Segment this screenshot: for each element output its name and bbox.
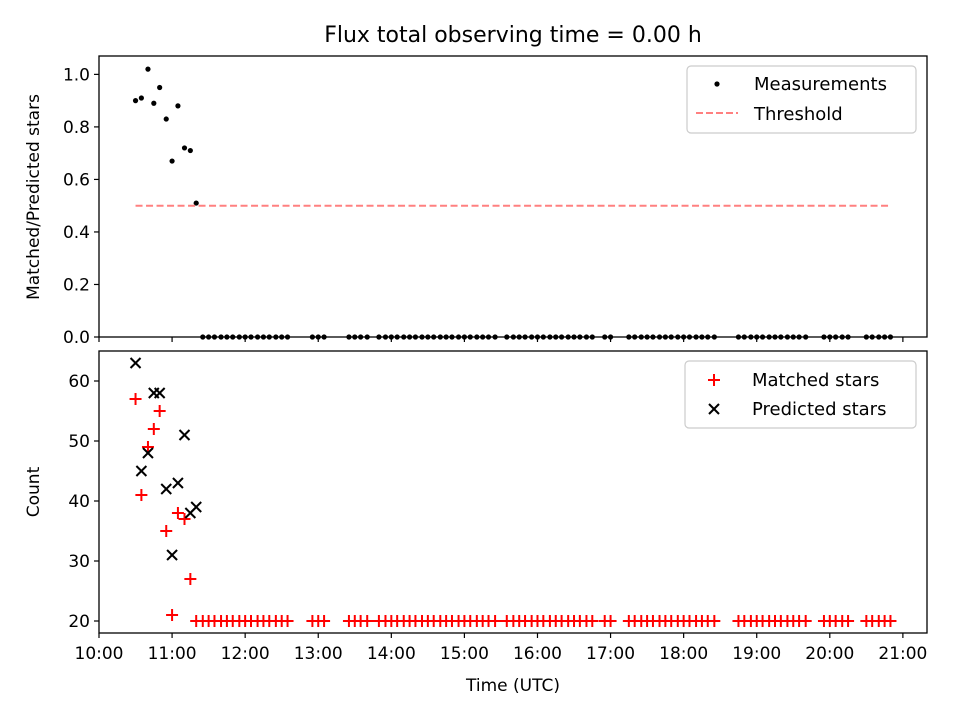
x-tick-label: 16:00 bbox=[513, 644, 562, 664]
legend-threshold-label: Threshold bbox=[753, 104, 843, 125]
predicted-stars-point-8 bbox=[178, 429, 191, 441]
bottom-legend-box bbox=[684, 360, 917, 429]
y-tick-label: 1.0 bbox=[63, 65, 90, 85]
top-legend-box bbox=[686, 65, 917, 134]
predicted-stars-point-2 bbox=[142, 447, 154, 459]
measurements-point-2 bbox=[145, 66, 151, 72]
top-y-axis-label: Matched/Predicted stars bbox=[24, 94, 44, 300]
measurements-point-3 bbox=[151, 100, 157, 106]
y-tick-label: 0.6 bbox=[63, 170, 90, 190]
x-tick-label: 19:00 bbox=[732, 644, 781, 664]
measurements-point-0 bbox=[132, 98, 139, 104]
y-tick-label: 60 bbox=[68, 372, 90, 392]
matched-stars-floor-point-22 bbox=[361, 615, 374, 627]
measurements-point-6 bbox=[169, 158, 175, 164]
measurements-point-4 bbox=[157, 84, 163, 91]
matched-stars-floor-point-59 bbox=[604, 615, 617, 627]
y-tick-label: 30 bbox=[68, 552, 90, 572]
matched-stars-point-3 bbox=[147, 423, 160, 435]
bottom-axes-frame bbox=[98, 350, 928, 634]
x-axis-label: Time (UTC) bbox=[465, 676, 560, 696]
bottom-legend: Matched stars Predicted stars bbox=[684, 360, 917, 429]
measurements-point-5 bbox=[163, 116, 169, 122]
measurements-point-9 bbox=[187, 147, 193, 154]
x-tick-label: 20:00 bbox=[805, 644, 854, 664]
predicted-stars-point-5 bbox=[160, 483, 172, 495]
x-tick-label: 18:00 bbox=[659, 644, 708, 664]
top-x-ticks bbox=[98, 337, 904, 342]
matched-stars-point-0 bbox=[129, 393, 142, 405]
matched-stars-point-4 bbox=[153, 405, 166, 417]
legend-matched-marker bbox=[708, 374, 720, 386]
y-tick-label: 0.4 bbox=[63, 223, 90, 243]
bottom-x-ticks: 10:00 11:00 12:00 13:00 14:00 15:00 16:00 17:00… bbox=[75, 633, 927, 664]
top-subplot: Flux total observing time = 0.00 h 0.00.… bbox=[24, 23, 928, 348]
matched-stars-point-7 bbox=[171, 507, 184, 519]
x-tick-label: 21:00 bbox=[878, 644, 927, 664]
bottom-y-axis-label: Count bbox=[24, 466, 44, 517]
legend-measurements-marker bbox=[714, 81, 720, 87]
matched-stars-floor-point-74 bbox=[708, 615, 721, 627]
bottom-y-ticks: 20 30 40 50 60 bbox=[68, 372, 99, 632]
legend-predicted-marker bbox=[708, 403, 720, 415]
predicted-stars-point-1 bbox=[135, 465, 148, 477]
measurements-point-7 bbox=[175, 103, 181, 109]
predicted-stars-point-4 bbox=[153, 387, 166, 399]
x-tick-label: 17:00 bbox=[586, 644, 635, 664]
y-tick-label: 20 bbox=[68, 612, 90, 632]
y-tick-label: 0.2 bbox=[63, 275, 90, 295]
predicted-stars-point-0 bbox=[129, 357, 142, 369]
predicted-stars-point-6 bbox=[166, 549, 178, 561]
y-tick-label: 0.8 bbox=[63, 118, 90, 138]
bottom-plot-marks bbox=[129, 357, 897, 627]
matched-stars-point-2 bbox=[141, 441, 154, 453]
chart-title: Flux total observing time = 0.00 h bbox=[324, 23, 702, 48]
matched-stars-floor-point-15 bbox=[281, 615, 294, 627]
x-tick-label: 10:00 bbox=[75, 644, 124, 664]
top-legend: Measurements Threshold bbox=[686, 65, 917, 134]
legend-predicted-label: Predicted stars bbox=[752, 399, 886, 420]
matched-stars-floor-point-57 bbox=[586, 615, 599, 627]
measurements-point-10 bbox=[193, 200, 199, 206]
predicted-stars-point-7 bbox=[172, 477, 184, 489]
y-tick-label: 0.0 bbox=[63, 328, 90, 348]
top-axes-frame bbox=[98, 55, 928, 338]
legend-measurements-label: Measurements bbox=[754, 74, 887, 95]
top-y-ticks: 0.0 0.2 0.4 0.6 0.8 1.0 bbox=[63, 65, 99, 348]
x-tick-label: 13:00 bbox=[294, 644, 343, 664]
x-tick-label: 15:00 bbox=[440, 644, 489, 664]
measurements-point-1 bbox=[138, 95, 144, 101]
matched-stars-point-9 bbox=[184, 573, 197, 585]
measurements-point-8 bbox=[181, 145, 188, 151]
x-tick-label: 12:00 bbox=[221, 644, 270, 664]
y-tick-label: 40 bbox=[68, 492, 90, 512]
matched-stars-point-6 bbox=[166, 609, 179, 621]
matched-stars-floor-point-91 bbox=[842, 615, 855, 627]
bottom-subplot: 20 30 40 50 60 10:00 11:00 12:00 13:00 14:00 15:0… bbox=[24, 350, 928, 696]
matched-stars-point-1 bbox=[135, 489, 148, 501]
x-tick-label: 14:00 bbox=[367, 644, 416, 664]
matched-stars-point-5 bbox=[160, 525, 173, 537]
matched-stars-floor-point-18 bbox=[318, 615, 331, 627]
x-tick-label: 11:00 bbox=[148, 644, 197, 664]
matched-stars-floor-point-86 bbox=[799, 615, 812, 627]
y-tick-label: 50 bbox=[68, 432, 90, 452]
legend-matched-label: Matched stars bbox=[752, 370, 879, 391]
predicted-stars-point-10 bbox=[190, 501, 202, 513]
matched-stars-floor-point-96 bbox=[884, 615, 897, 627]
matched-stars-point-8 bbox=[178, 513, 191, 525]
matched-stars-floor-point-42 bbox=[489, 615, 502, 627]
